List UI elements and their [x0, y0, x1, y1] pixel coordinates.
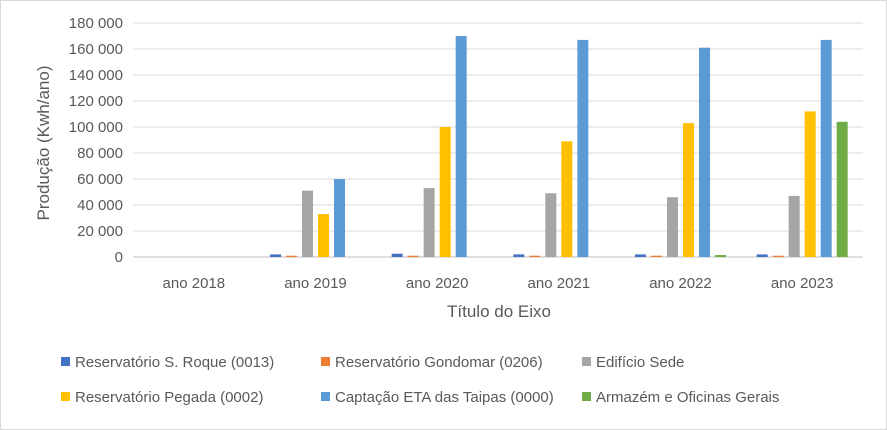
bar: [715, 255, 726, 257]
bar: [286, 255, 297, 257]
y-tick-label: 40 000: [77, 197, 123, 214]
bar: [683, 123, 694, 257]
legend-swatch: [61, 392, 70, 401]
bar: [804, 111, 816, 258]
y-tick-label: 0: [115, 249, 123, 266]
legend-label: Reservatório Pegada (0002): [75, 389, 263, 406]
y-tick-label: 180 000: [69, 15, 123, 32]
x-tick-label: ano 2021: [528, 275, 591, 292]
bar: [513, 254, 525, 257]
bar: [772, 255, 784, 257]
legend-label: Captação ETA das Taipas (0000): [335, 389, 554, 406]
legend-swatch: [582, 357, 591, 366]
x-tick-labels: ano 2018 ano 2019 ano 2020 ano 2021 ano 2022…: [163, 275, 834, 292]
legend-swatch: [321, 357, 330, 366]
y-tick-label: 100 000: [69, 119, 123, 136]
y-tick-label: 60 000: [77, 171, 123, 188]
y-tick-labels: 0 20 000 40 000 60 000 80 000 100 000 120 000 1…: [69, 15, 123, 266]
legend-label: Edifício Sede: [596, 354, 684, 371]
legend-swatch: [582, 392, 591, 401]
y-tick-label: 140 000: [69, 67, 123, 84]
bar: [788, 195, 800, 257]
legend-swatch: [321, 392, 330, 401]
legend-label: Reservatório Gondomar (0206): [335, 354, 543, 371]
bar: [756, 254, 768, 257]
y-tick-label: 160 000: [69, 41, 123, 58]
bar: [545, 193, 557, 257]
bar: [391, 253, 403, 257]
x-tick-label: ano 2018: [163, 275, 226, 292]
legend-swatch: [61, 357, 70, 366]
bar: [318, 214, 329, 257]
x-tick-label: ano 2019: [284, 275, 347, 292]
bar: [302, 190, 313, 257]
x-axis-title: Título do Eixo: [447, 302, 551, 321]
y-tick-label: 80 000: [77, 145, 123, 162]
bar: [699, 47, 710, 258]
bar: [270, 254, 281, 257]
bar: [439, 127, 451, 257]
y-axis-title: Produção (Kwh/ano): [34, 66, 53, 221]
legend-label: Armazém e Oficinas Gerais: [596, 389, 779, 406]
bar: [407, 255, 419, 257]
bar: [577, 39, 589, 258]
x-tick-label: ano 2022: [649, 275, 712, 292]
legend-label: Reservatório S. Roque (0013): [75, 354, 274, 371]
bar: [334, 179, 345, 257]
bar: [836, 121, 848, 257]
x-tick-label: ano 2023: [771, 275, 834, 292]
bar: [423, 188, 435, 257]
legend: Reservatório S. Roque (0013) Reservatório…: [61, 354, 779, 406]
x-tick-label: ano 2020: [406, 275, 469, 292]
bar: [667, 197, 678, 257]
gridlines: [133, 22, 863, 258]
bar: [529, 255, 541, 257]
bar: [561, 141, 573, 257]
y-tick-label: 120 000: [69, 93, 123, 110]
bars: [270, 36, 848, 258]
bar: [820, 39, 832, 258]
bar: [635, 254, 646, 257]
y-tick-label: 20 000: [77, 223, 123, 240]
bar: [455, 36, 467, 257]
bar: [651, 255, 662, 257]
